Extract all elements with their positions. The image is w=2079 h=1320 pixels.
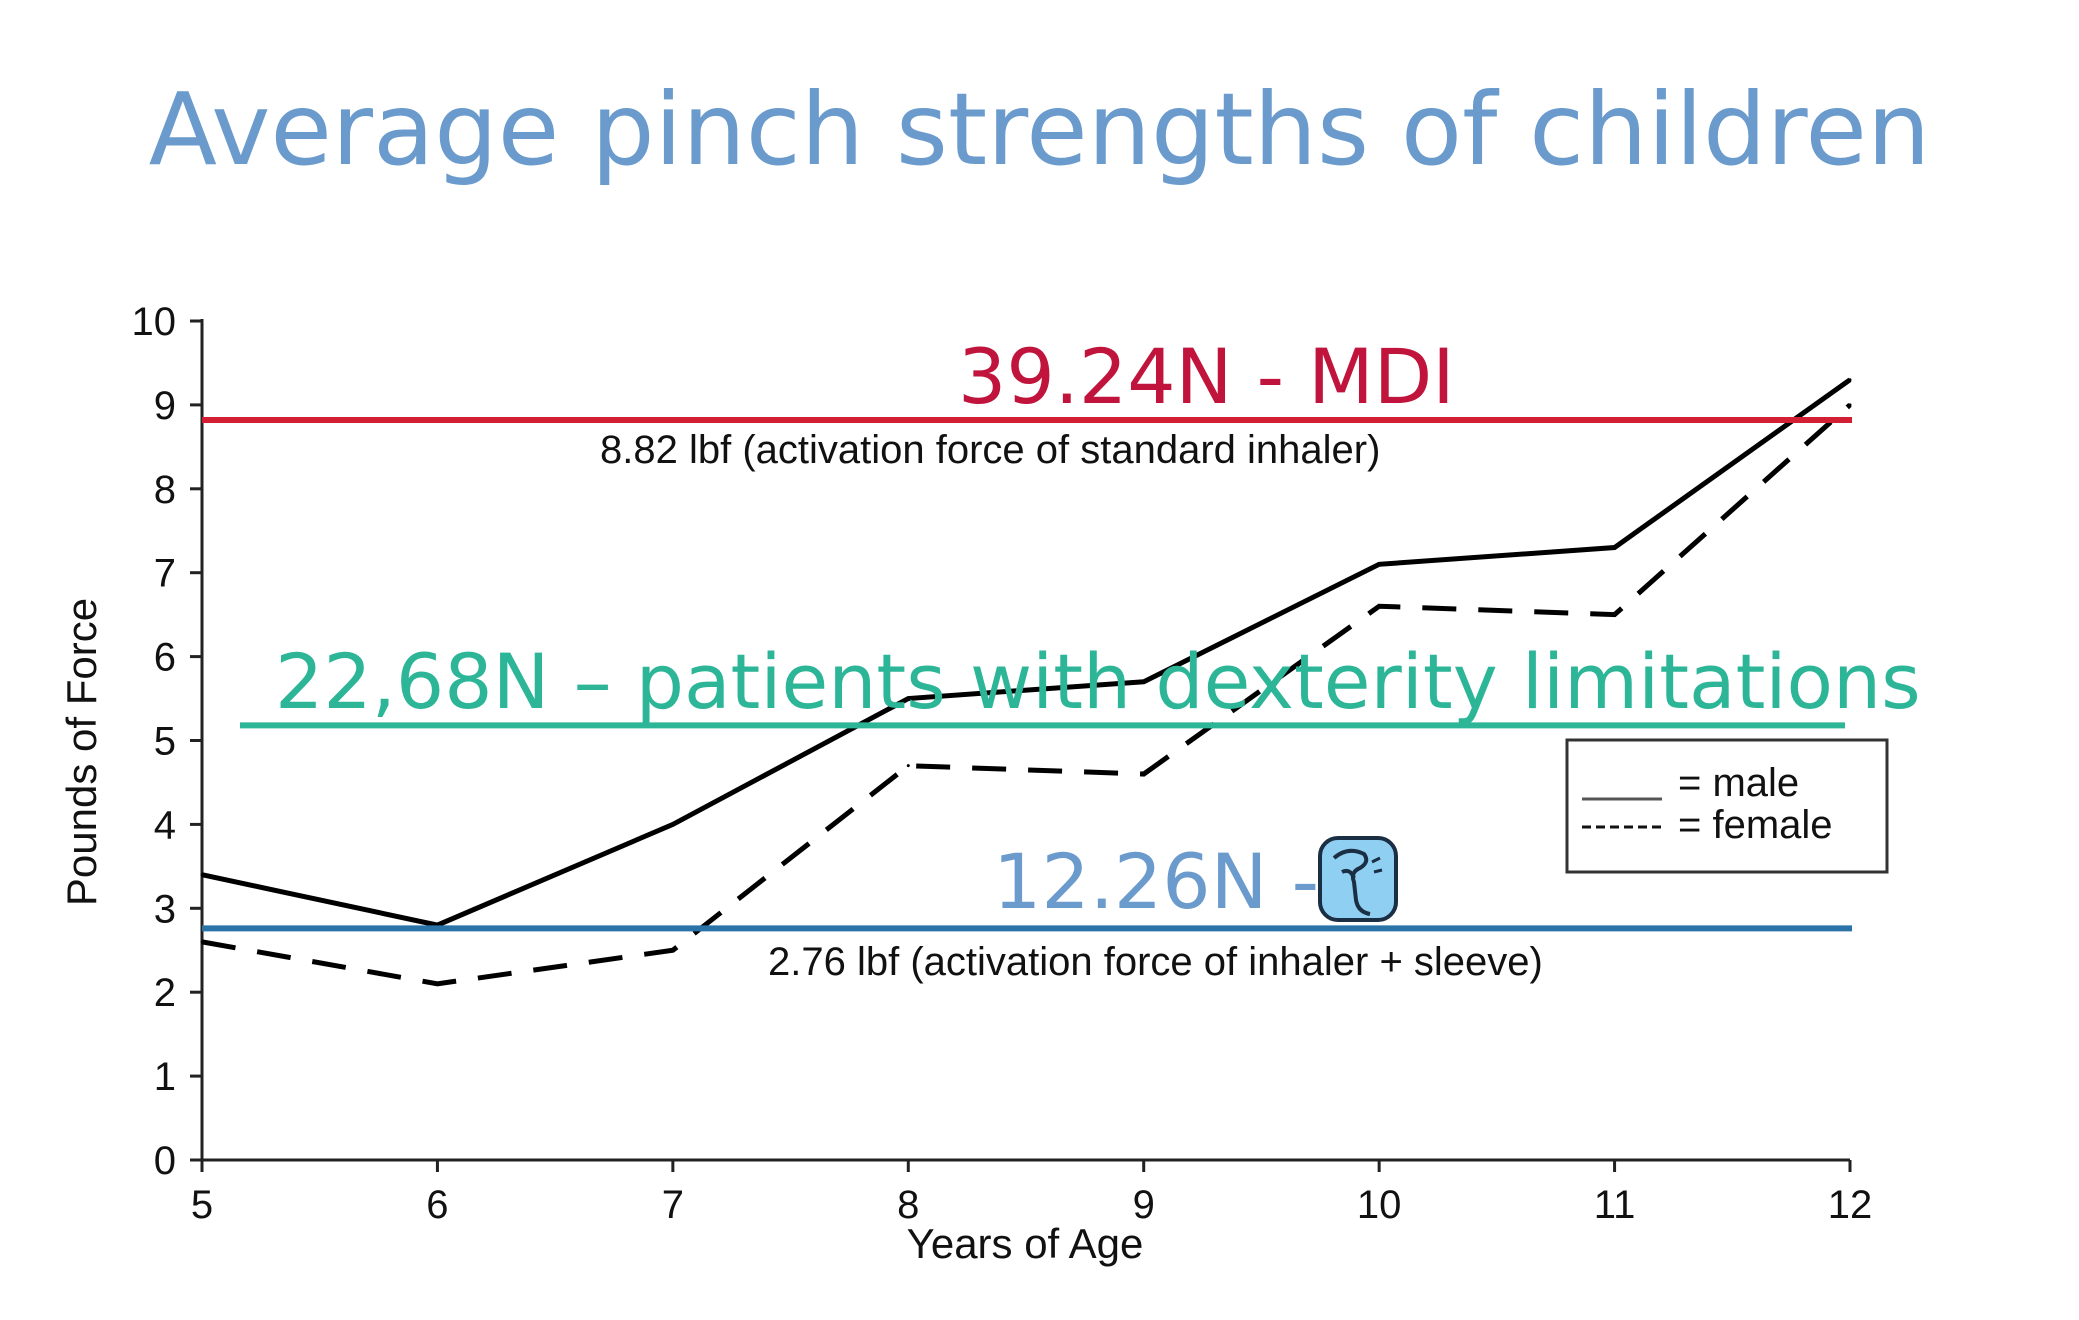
legend-box bbox=[1565, 738, 1889, 874]
y-tick-label: 1 bbox=[154, 1055, 176, 1099]
female-data-point bbox=[1848, 403, 1852, 407]
female-data-point bbox=[1613, 613, 1617, 617]
male-data-point bbox=[1613, 546, 1617, 550]
y-tick-label: 0 bbox=[154, 1139, 176, 1183]
male-data-point bbox=[200, 873, 204, 877]
male-data-point bbox=[1142, 680, 1146, 684]
male-data-point bbox=[1377, 562, 1381, 566]
mdi-reference-label: 39.24N - MDI bbox=[958, 332, 1455, 421]
sleeve-reference-label: 12.26N - bbox=[993, 837, 1319, 926]
female-data-point bbox=[200, 940, 204, 944]
dexterity-reference-label: 22,68N – patients with dexterity limitat… bbox=[275, 637, 1921, 726]
standard-inhaler-note: 8.82 lbf (activation force of standard i… bbox=[600, 428, 1380, 472]
x-tick-label: 12 bbox=[1828, 1183, 1873, 1227]
y-tick-label: 9 bbox=[154, 384, 176, 428]
sleeve-inhaler-note: 2.76 lbf (activation force of inhaler + … bbox=[768, 940, 1543, 984]
x-tick-label: 11 bbox=[1594, 1183, 1636, 1227]
y-tick-label: 10 bbox=[132, 300, 177, 344]
female-data-point bbox=[1142, 772, 1146, 776]
legend-male-label: = male bbox=[1678, 761, 1799, 805]
x-tick-label: 8 bbox=[897, 1183, 919, 1227]
y-tick-label: 7 bbox=[154, 552, 176, 596]
female-data-point bbox=[671, 948, 675, 952]
y-tick-label: 3 bbox=[154, 887, 176, 931]
y-axis-label: Pounds of Force bbox=[58, 598, 105, 906]
x-tick-label: 9 bbox=[1133, 1183, 1155, 1227]
x-tick-label: 7 bbox=[662, 1183, 684, 1227]
y-tick-label: 2 bbox=[154, 971, 176, 1015]
male-data-point bbox=[671, 822, 675, 826]
y-tick-label: 4 bbox=[154, 803, 176, 847]
x-axis-label: Years of Age bbox=[907, 1220, 1144, 1267]
slide-title: Average pinch strengths of children bbox=[148, 71, 1931, 188]
hand-pinch-icon bbox=[1318, 836, 1398, 922]
female-data-point bbox=[435, 982, 439, 986]
x-tick-label: 6 bbox=[426, 1183, 448, 1227]
y-tick-label: 6 bbox=[154, 636, 176, 680]
male-data-point bbox=[906, 697, 910, 701]
y-tick-label: 5 bbox=[154, 720, 176, 764]
x-tick-label: 5 bbox=[191, 1183, 213, 1227]
x-tick-label: 10 bbox=[1357, 1183, 1402, 1227]
legend-female-label: = female bbox=[1678, 803, 1833, 847]
male-data-point bbox=[1848, 378, 1852, 382]
y-tick-label: 8 bbox=[154, 468, 176, 512]
female-data-point bbox=[906, 764, 910, 768]
male-series-line bbox=[201, 377, 1852, 928]
female-data-point bbox=[1377, 604, 1381, 608]
